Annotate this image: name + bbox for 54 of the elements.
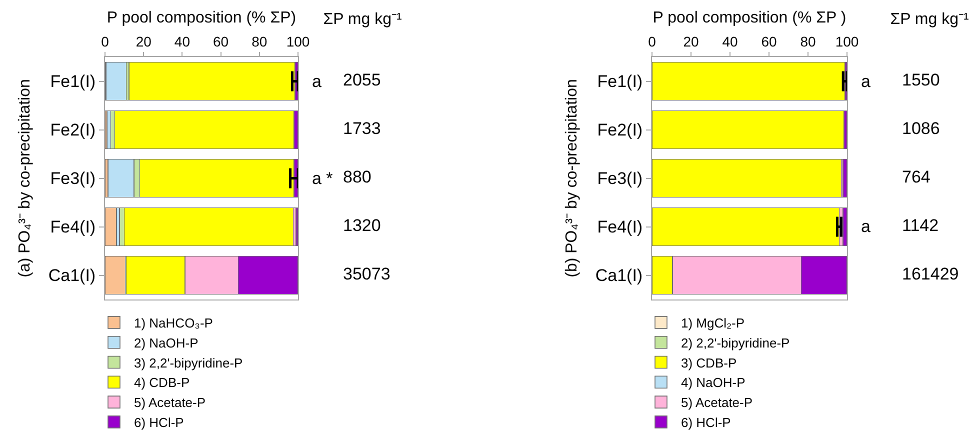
x-tick-label: 60 xyxy=(761,33,777,50)
y-tick-label: Fe2(I) xyxy=(597,120,643,140)
y-axis-title: (a) PO₄³⁻ by co-precipitation xyxy=(16,79,34,278)
y-tick-label: Fe3(I) xyxy=(597,169,643,188)
legend-label: 6) HCl-P xyxy=(681,415,731,430)
x-tick-label: 20 xyxy=(136,33,152,50)
legend-label: 3) 2,2'-bipyridine-P xyxy=(134,355,243,370)
y-tick-label: Fe2(I) xyxy=(50,120,96,140)
legend-label: 5) Acetate-P xyxy=(681,395,753,410)
x-tick-label: 20 xyxy=(683,33,699,50)
x-tick-label: 40 xyxy=(174,33,190,50)
legend-label: 4) CDB-P xyxy=(134,375,190,390)
text: ΣP mg kg⁻¹ xyxy=(890,10,969,28)
legend-label: 4) NaOH-P xyxy=(681,375,746,390)
data-label: a xyxy=(861,72,871,91)
data-label: 1733 xyxy=(343,119,381,138)
y-tick-label: Ca1(I) xyxy=(48,266,96,286)
data-label: 2055 xyxy=(343,70,381,90)
y-tick-label: Fe3(I) xyxy=(50,169,96,188)
x-tick-label: 80 xyxy=(800,33,816,50)
data-label: 1320 xyxy=(343,216,381,235)
y-tick-label: Fe1(I) xyxy=(50,72,96,92)
data-label: a xyxy=(861,217,871,236)
legend-label: 5) Acetate-P xyxy=(134,395,206,410)
legend-label: 3) CDB-P xyxy=(681,355,737,370)
x-tick-label: 100 xyxy=(835,33,859,50)
data-label: 880 xyxy=(343,168,372,186)
y-tick-label: Fe4(I) xyxy=(50,218,96,237)
data-label: 35073 xyxy=(343,264,390,284)
legend-label: 6) HCl-P xyxy=(134,415,184,430)
x-tick-label: 40 xyxy=(722,33,738,50)
x-axis-title: P pool composition (% ΣP) xyxy=(106,9,296,26)
text: ΣP mg kg⁻¹ xyxy=(323,10,402,28)
legend-label: 1) NaHCO₃-P xyxy=(134,316,213,331)
x-tick-label: 60 xyxy=(213,33,229,50)
data-label: 1142 xyxy=(902,216,939,235)
data-label: 1550 xyxy=(902,70,940,90)
y-tick-label: Fe1(I) xyxy=(597,72,643,92)
x-tick-label: 0 xyxy=(648,33,656,50)
x-axis-title: P pool composition (% ΣP ) xyxy=(652,9,846,26)
data-label: 161429 xyxy=(902,264,959,284)
x-tick-label: 100 xyxy=(286,33,310,50)
x-tick-label: 0 xyxy=(101,33,110,50)
legend-label: 2) 2,2'-bipyridine-P xyxy=(681,335,790,350)
y-axis-title: (b) PO₄³⁻ by co-precipitation xyxy=(563,79,580,278)
data-label: 764 xyxy=(902,168,930,186)
y-tick-label: Fe4(I) xyxy=(597,218,643,237)
y-tick-label: Ca1(I) xyxy=(595,266,643,286)
legend-label: 1) MgCl₂-P xyxy=(681,316,745,331)
data-label: 1086 xyxy=(902,119,940,138)
legend-label: 2) NaOH-P xyxy=(134,335,198,350)
x-tick-label: 80 xyxy=(252,33,268,50)
data-label: a xyxy=(312,72,322,91)
data-label: a * xyxy=(312,169,334,188)
